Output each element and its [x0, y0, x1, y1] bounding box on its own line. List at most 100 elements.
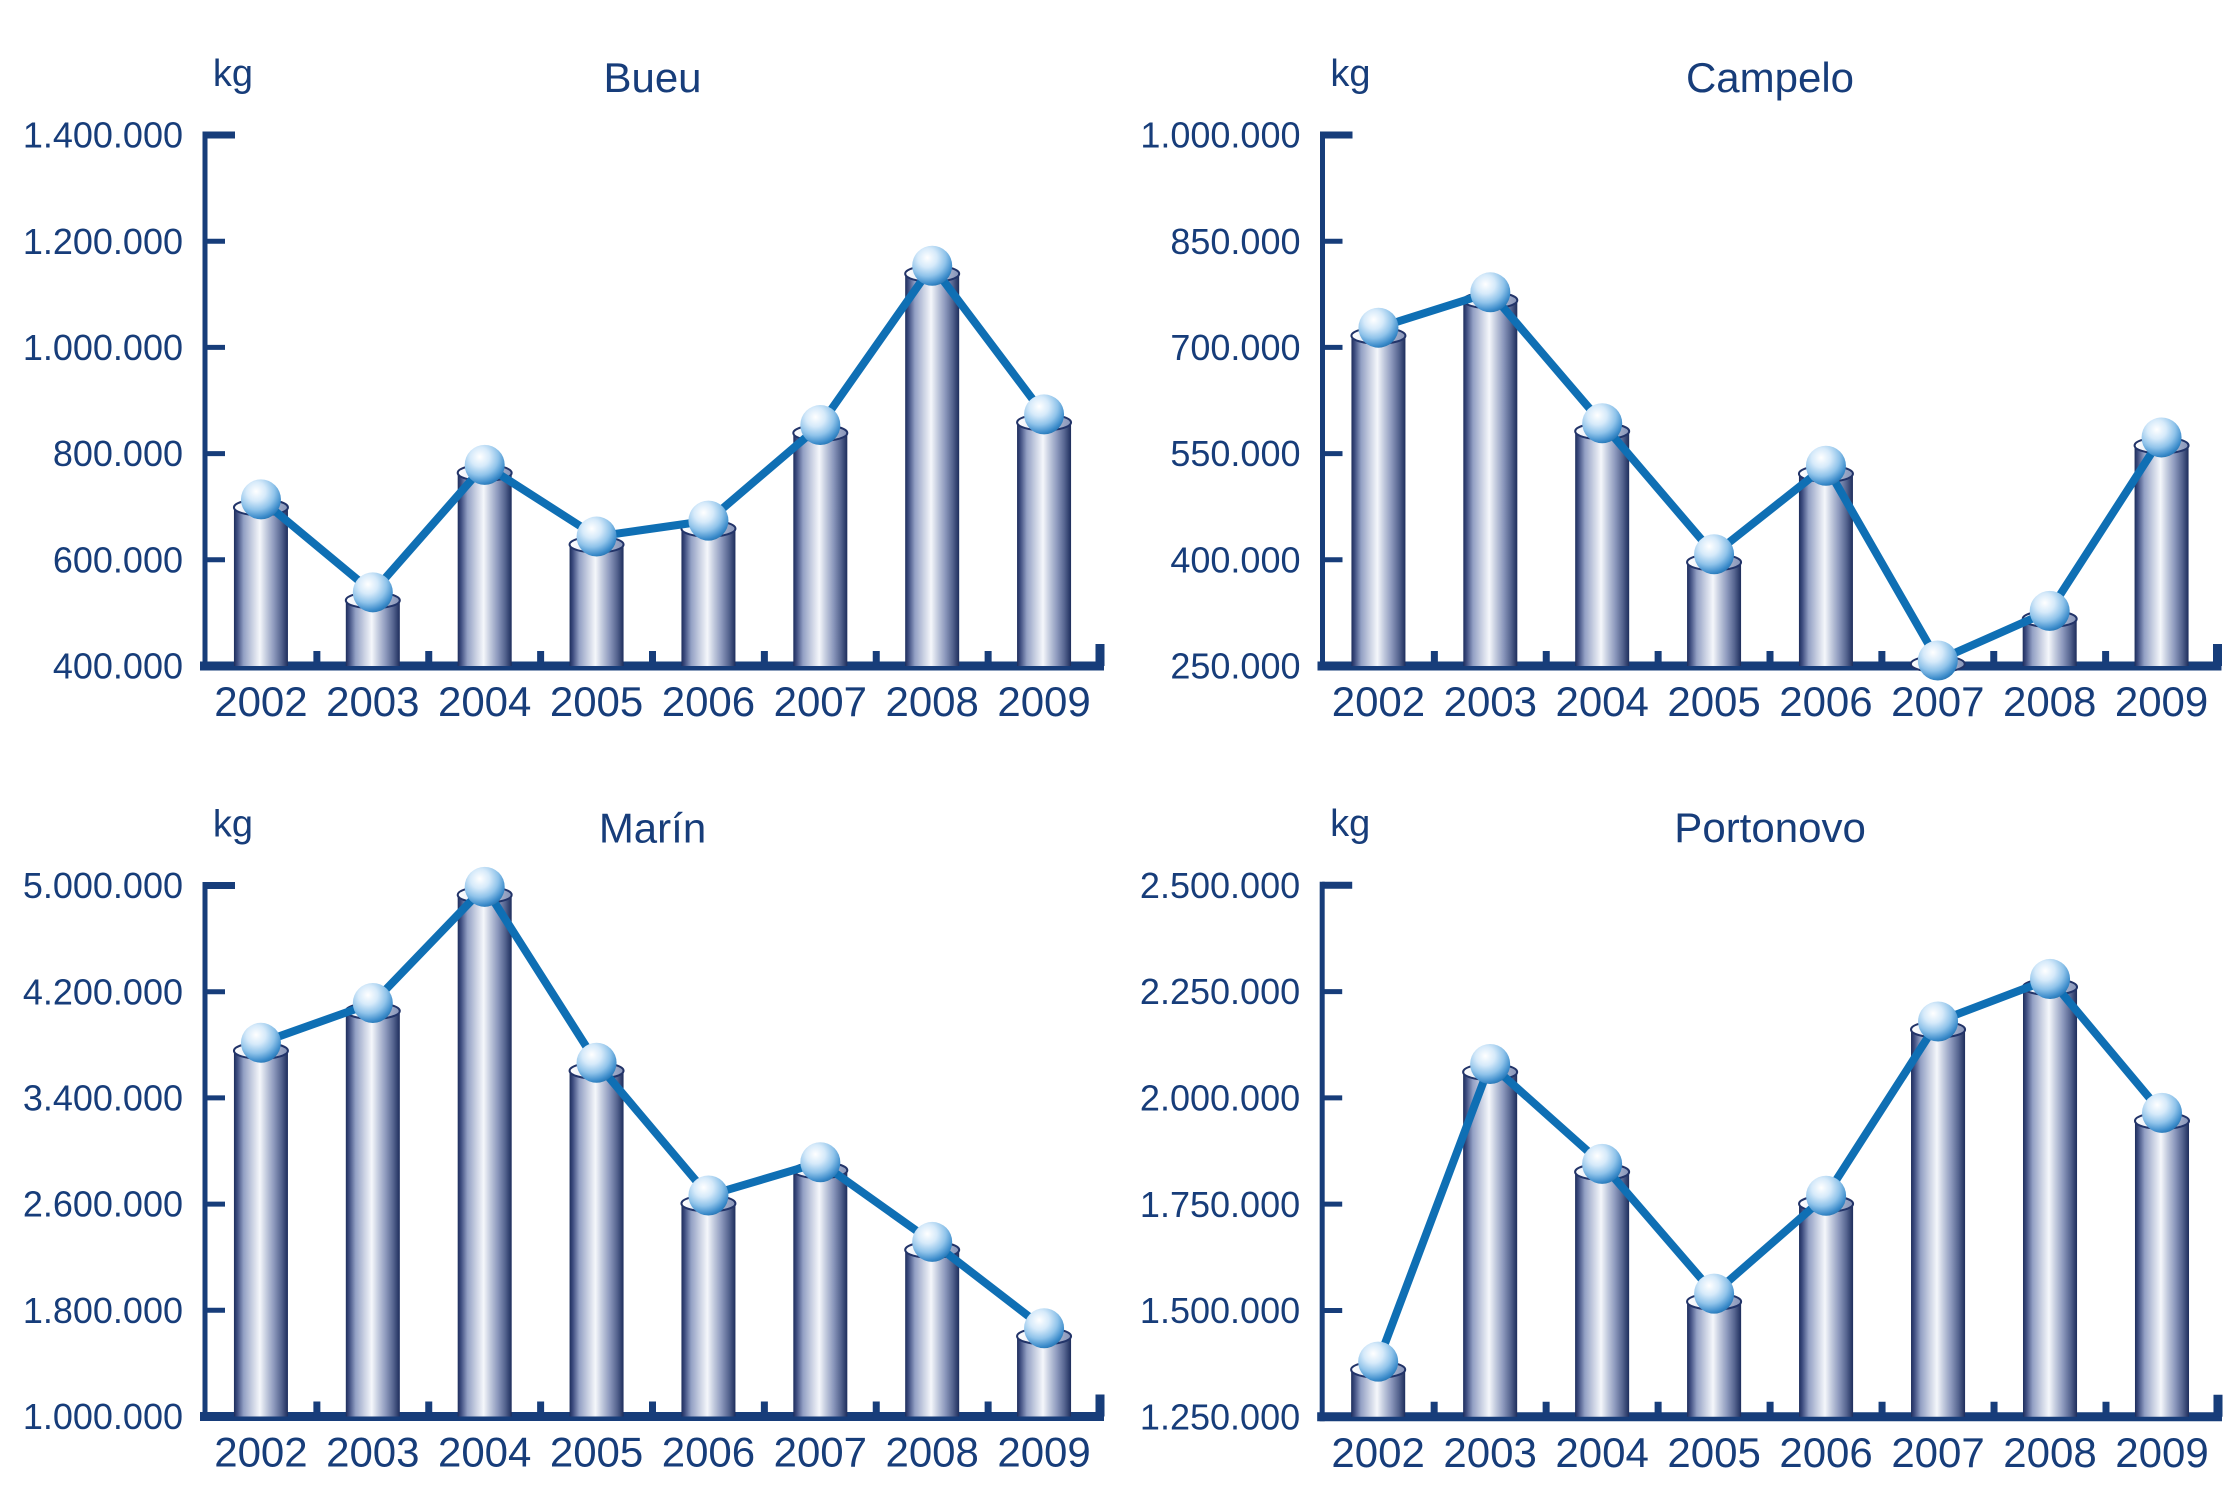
- bar-2004: [1574, 422, 1631, 666]
- y-tick-label: 850.000: [1170, 221, 1300, 262]
- marker-2009: [1024, 1308, 1065, 1349]
- y-tick-label: 1.400.000: [23, 115, 183, 156]
- x-tick-label: 2004: [438, 678, 531, 725]
- marker-2006: [1806, 1175, 1847, 1216]
- marker-2003: [352, 982, 393, 1023]
- y-tick-label: 1.800.000: [23, 1290, 183, 1331]
- marker-2004: [464, 866, 505, 907]
- y-tick-label: 1.000.000: [23, 327, 183, 368]
- x-tick-label: 2005: [550, 678, 643, 725]
- x-tick-label: 2008: [885, 678, 978, 725]
- y-tick-label: 4.200.000: [23, 971, 183, 1012]
- bar-body: [2134, 1120, 2190, 1417]
- x-tick-label: 2009: [997, 678, 1090, 725]
- x-tick-label: 2002: [1331, 1429, 1424, 1476]
- y-tick-label: 2.600.000: [23, 1184, 183, 1225]
- marker-2009: [2141, 1092, 2183, 1133]
- bar-body: [1911, 1029, 1966, 1417]
- bar-body: [1575, 431, 1630, 666]
- x-tick-label: 2009: [997, 1429, 1090, 1476]
- marker-2007: [1917, 640, 1958, 681]
- y-tick-label: 1.000.000: [23, 1396, 183, 1437]
- y-tick-label: 800.000: [53, 433, 183, 474]
- bar-body: [233, 1050, 288, 1417]
- y-tick-label: 400.000: [53, 646, 183, 687]
- y-axis-unit-label: kg: [213, 53, 253, 95]
- bar-2004: [456, 885, 513, 1417]
- marker-2005: [1694, 1273, 1735, 1314]
- chart-bueu: 400.000 600.000 800.000 1.000.000 1.200.000 1…: [0, 0, 1117, 750]
- bar-2007: [792, 1161, 849, 1417]
- marker-2009: [2141, 417, 2182, 458]
- marker-2002: [240, 479, 281, 520]
- chart-campelo: 250.000 400.000 550.000 700.000 850.000 1.000…: [1117, 0, 2235, 750]
- x-tick-label: 2006: [1779, 678, 1872, 725]
- chart-title: Campelo: [1686, 54, 1854, 101]
- bar-body: [681, 528, 736, 666]
- y-tick-label: 250.000: [1170, 646, 1300, 687]
- bar-2008: [2021, 977, 2079, 1417]
- bar-body: [1687, 1301, 1742, 1417]
- x-tick-label: 2002: [214, 1429, 307, 1476]
- x-tick-label: 2003: [326, 1429, 419, 1476]
- marker-2004: [1582, 403, 1623, 444]
- marker-2004: [1582, 1143, 1623, 1184]
- y-tick-label: 1.250.000: [1140, 1396, 1300, 1437]
- x-tick-label: 2008: [2003, 678, 2096, 725]
- chart-svg-portonovo: 1.250.000 1.500.000 1.750.000 2.000.000 2.25…: [1140, 803, 2223, 1476]
- x-tick-label: 2003: [326, 678, 419, 725]
- x-tick-label: 2006: [662, 678, 755, 725]
- bar-2004: [456, 463, 513, 666]
- marker-2008: [2030, 958, 2071, 999]
- x-tick-label: 2009: [2115, 678, 2208, 725]
- bar-body: [1463, 1071, 1518, 1417]
- x-tick-label: 2003: [1444, 678, 1537, 725]
- y-tick-label: 400.000: [1170, 539, 1300, 580]
- x-tick-label: 2009: [2115, 1429, 2208, 1476]
- marker-2007: [1918, 1001, 1959, 1042]
- marker-2004: [464, 444, 505, 485]
- marker-2003: [1470, 272, 1511, 313]
- marker-2003: [1470, 1043, 1511, 1085]
- y-tick-label: 1.500.000: [1140, 1290, 1300, 1331]
- bar-2002: [232, 498, 289, 666]
- marker-2008: [912, 1221, 953, 1262]
- y-tick-label: 1.000.000: [1140, 115, 1300, 156]
- bar-body: [1463, 300, 1518, 666]
- bar-body: [233, 507, 288, 666]
- bar-2006: [1798, 1194, 1855, 1417]
- bar-body: [2134, 445, 2189, 666]
- bar-body: [1799, 1203, 1854, 1417]
- marker-2006: [688, 1175, 729, 1216]
- chart-svg-campelo: 250.000 400.000 550.000 700.000 850.000 1.000…: [1140, 53, 2222, 725]
- bar-2003: [1462, 1062, 1519, 1417]
- x-tick-label: 2007: [1891, 1429, 1984, 1476]
- bar-2003: [344, 1001, 401, 1417]
- x-tick-label: 2005: [550, 1429, 643, 1476]
- x-tick-label: 2002: [214, 678, 307, 725]
- y-tick-label: 700.000: [1170, 327, 1300, 368]
- y-tick-label: 600.000: [53, 539, 183, 580]
- bar-2006: [680, 1194, 737, 1417]
- bar-body: [2022, 986, 2078, 1417]
- bar-2002: [232, 1041, 289, 1417]
- y-tick-label: 2.000.000: [1140, 1077, 1300, 1118]
- marker-2005: [1694, 534, 1735, 575]
- bar-2008: [904, 264, 961, 666]
- x-tick-label: 2007: [774, 678, 867, 725]
- y-axis-unit-label: kg: [1330, 53, 1370, 95]
- bar-2003: [1462, 291, 1519, 666]
- x-tick-label: 2004: [1555, 678, 1648, 725]
- marker-2006: [688, 500, 729, 541]
- marker-2006: [1805, 445, 1846, 486]
- bar-body: [1017, 1336, 1072, 1417]
- marker-2008: [912, 245, 953, 286]
- x-tick-label: 2008: [2003, 1429, 2096, 1476]
- chart-svg-marín: 1.000.000 1.800.000 2.600.000 3.400.000 4.20…: [23, 804, 1105, 1476]
- y-tick-label: 1.750.000: [1140, 1184, 1300, 1225]
- marker-2007: [800, 405, 841, 446]
- marker-2008: [2029, 590, 2070, 631]
- chart-marin: 1.000.000 1.800.000 2.600.000 3.400.000 4.20…: [0, 750, 1117, 1501]
- bar-body: [457, 894, 512, 1417]
- x-tick-label: 2005: [1667, 1429, 1760, 1476]
